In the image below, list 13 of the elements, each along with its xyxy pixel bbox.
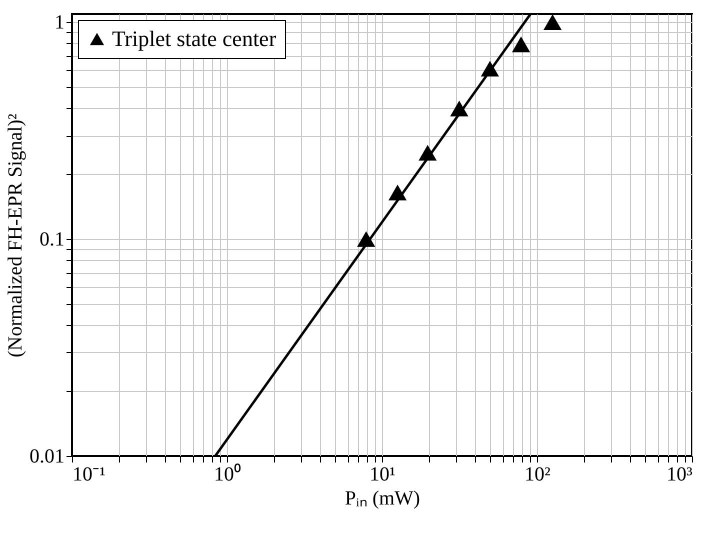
x-tick-label: 10³ [666, 464, 692, 486]
x-tick-label: 10⁻¹ [72, 464, 106, 486]
x-tick-label: 10⁰ [214, 462, 241, 486]
y-tick-label: 0.1 [40, 228, 64, 251]
legend-label: Triplet state center [112, 26, 277, 51]
y-axis-title: (Normalized FH-EPR Signal)² [4, 114, 26, 358]
y-tick-label: 1 [54, 12, 64, 34]
point [512, 36, 530, 52]
y-tick-label: 0.01 [30, 446, 64, 468]
point [543, 14, 562, 30]
x-axis-title: Pᵢₙ (mW) [344, 488, 420, 510]
x-tick-label: 10² [524, 464, 550, 486]
x-tick-label: 10¹ [370, 464, 396, 486]
